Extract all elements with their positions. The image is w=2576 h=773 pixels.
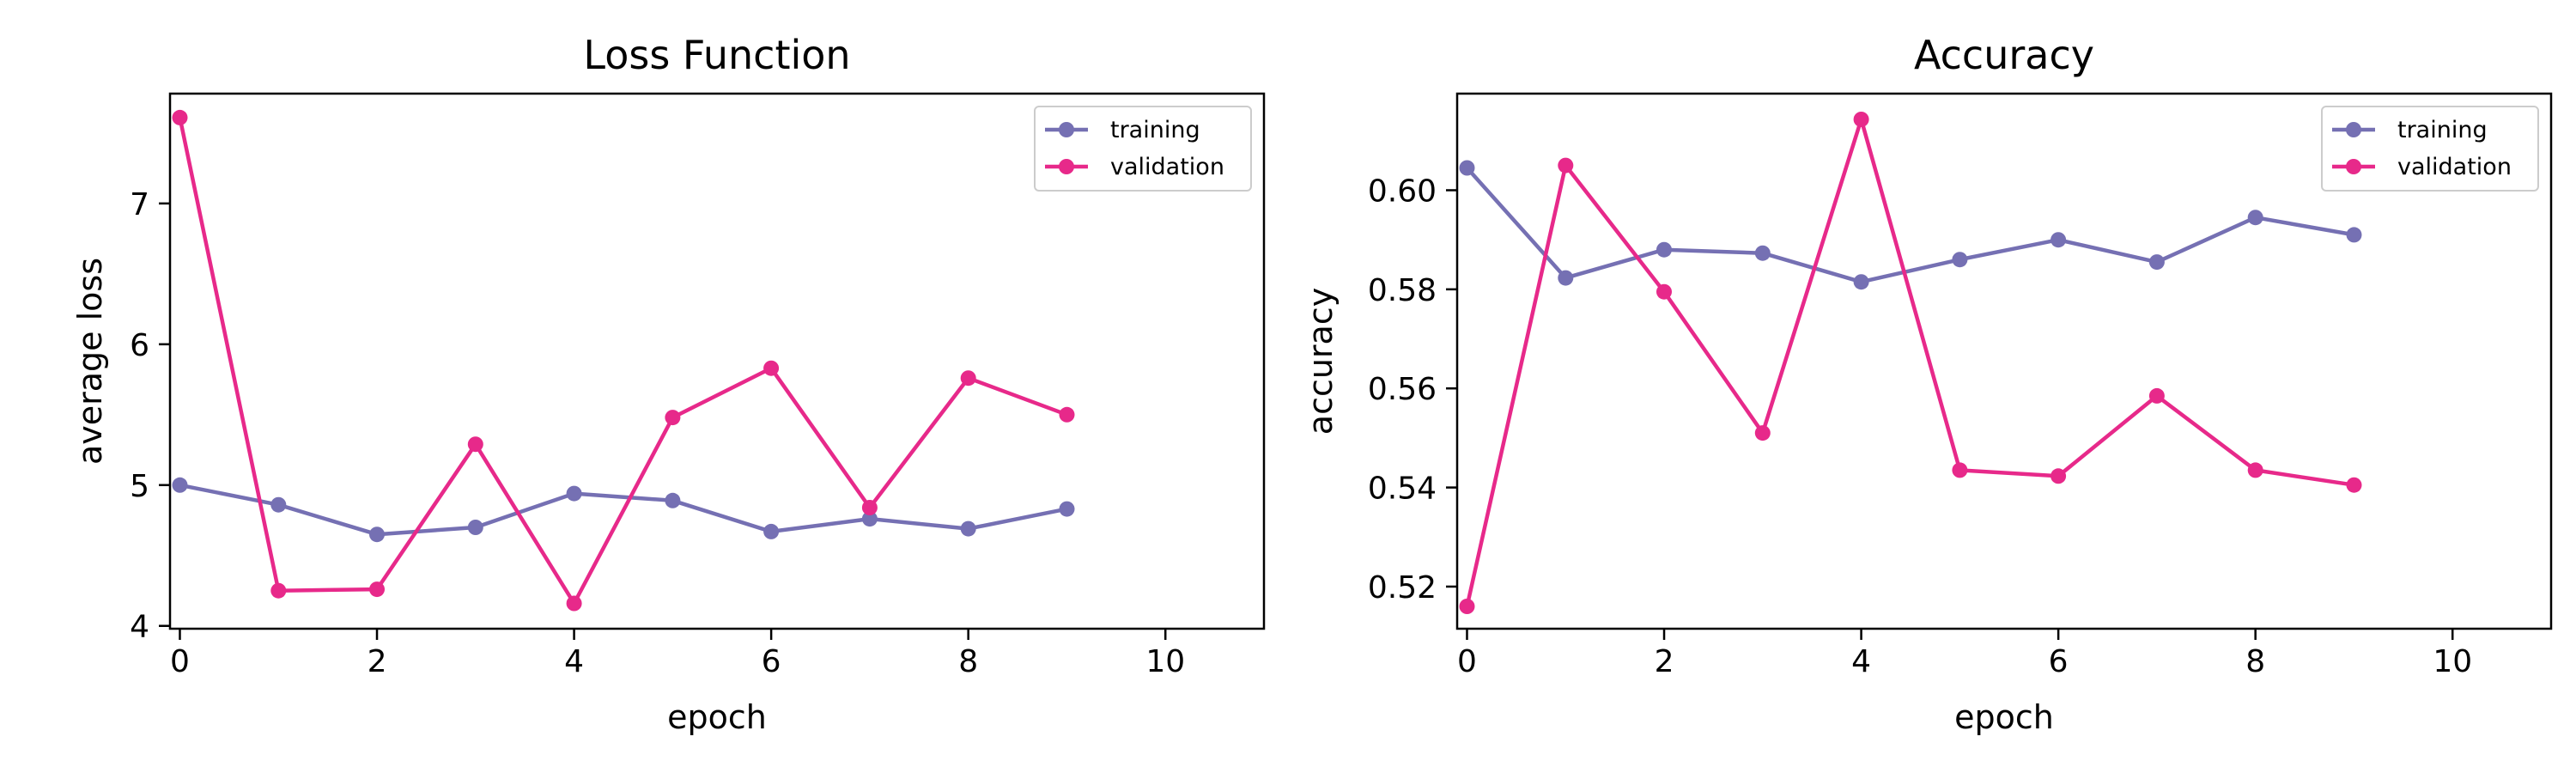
x-tick-label: 10 bbox=[1145, 644, 1185, 679]
legend-marker-validation bbox=[2346, 159, 2361, 174]
series-line-validation bbox=[1465, 117, 2354, 607]
x-tick-label: 10 bbox=[2433, 644, 2472, 679]
data-point-training bbox=[1558, 270, 1574, 286]
y-tick-label: 5 bbox=[130, 469, 149, 504]
data-point-training bbox=[1459, 160, 1475, 176]
data-point-training bbox=[763, 523, 780, 539]
y-tick-label: 0.56 bbox=[1368, 372, 1437, 407]
data-point-training bbox=[467, 520, 483, 535]
x-tick-label: 6 bbox=[2049, 644, 2069, 679]
data-point-training bbox=[1952, 252, 1968, 268]
data-point-validation bbox=[2148, 387, 2165, 404]
data-point-training bbox=[960, 520, 976, 537]
y-tick-label: 0.54 bbox=[1368, 472, 1437, 507]
data-point-validation bbox=[665, 410, 681, 426]
data-point-training bbox=[1059, 501, 1075, 517]
x-tick-label: 2 bbox=[368, 644, 387, 679]
y-tick-label: 6 bbox=[130, 328, 149, 363]
data-point-training bbox=[2050, 232, 2067, 248]
legend-box bbox=[2321, 106, 2539, 192]
series-line-validation bbox=[178, 117, 1068, 606]
data-point-training bbox=[1853, 274, 1869, 290]
y-axis-label: average loss bbox=[71, 258, 109, 465]
data-point-validation bbox=[1754, 425, 1771, 441]
chart-title: Loss Function bbox=[583, 32, 850, 78]
data-point-training bbox=[1656, 241, 1672, 258]
loss-chart-panel: Loss Function epoch average loss 0 2 4 6 8 10… bbox=[71, 32, 1266, 736]
x-tick-label: 2 bbox=[1655, 644, 1674, 679]
data-point-validation bbox=[1558, 157, 1574, 173]
x-tick-label: 6 bbox=[762, 644, 781, 679]
legend: training validation bbox=[2321, 106, 2539, 192]
legend-label-training: training bbox=[1110, 117, 1200, 143]
legend-box bbox=[1034, 106, 1252, 192]
data-point-training bbox=[2247, 210, 2263, 226]
data-point-training bbox=[665, 492, 681, 508]
data-point-validation bbox=[172, 109, 188, 125]
y-tick-label: 0.58 bbox=[1368, 273, 1437, 308]
data-point-training bbox=[566, 485, 582, 502]
y-axis-label: accuracy bbox=[1302, 288, 1340, 435]
data-point-training bbox=[270, 496, 287, 513]
data-point-validation bbox=[960, 370, 976, 386]
chart-title: Accuracy bbox=[1914, 32, 2094, 78]
x-axis-label: epoch bbox=[1954, 698, 2054, 736]
y-tick-label: 7 bbox=[130, 187, 149, 222]
legend-marker-training bbox=[1059, 122, 1074, 137]
data-point-validation bbox=[566, 595, 582, 612]
data-point-validation bbox=[2050, 468, 2067, 484]
x-tick-label: 8 bbox=[2245, 644, 2265, 679]
plot-frame bbox=[1455, 92, 2553, 630]
data-point-training bbox=[369, 526, 385, 543]
data-point-validation bbox=[763, 360, 780, 376]
data-point-validation bbox=[467, 436, 483, 453]
data-point-training bbox=[861, 511, 878, 527]
series-line-training bbox=[1465, 166, 2354, 284]
x-tick-label: 0 bbox=[170, 644, 190, 679]
data-point-validation bbox=[270, 582, 287, 599]
data-point-validation bbox=[2346, 477, 2362, 493]
data-point-training bbox=[1754, 245, 1771, 261]
data-point-validation bbox=[1059, 406, 1075, 423]
data-point-validation bbox=[861, 500, 878, 515]
legend-marker-validation bbox=[1059, 159, 1074, 174]
legend-label-validation: validation bbox=[2397, 154, 2512, 180]
data-point-training bbox=[172, 477, 188, 493]
plot-frame bbox=[168, 92, 1266, 630]
data-point-validation bbox=[1853, 112, 1869, 127]
x-axis-label: epoch bbox=[667, 698, 767, 736]
data-point-validation bbox=[1656, 283, 1672, 300]
legend-label-validation: validation bbox=[1110, 154, 1224, 180]
data-point-training bbox=[2346, 227, 2362, 243]
data-point-validation bbox=[1952, 462, 1968, 478]
x-tick-label: 8 bbox=[958, 644, 978, 679]
data-point-validation bbox=[1459, 599, 1475, 614]
y-tick-label: 4 bbox=[130, 610, 149, 645]
legend-label-training: training bbox=[2397, 117, 2488, 143]
x-tick-label: 0 bbox=[1457, 644, 1477, 679]
data-point-validation bbox=[369, 581, 385, 598]
legend: training validation bbox=[1034, 106, 1252, 192]
accuracy-chart-panel: Accuracy epoch accuracy 0 2 4 6 8 10 0.52 0.54 0… bbox=[1302, 32, 2553, 736]
y-tick-label: 0.52 bbox=[1368, 570, 1437, 606]
x-tick-label: 4 bbox=[1851, 644, 1871, 679]
series-line-training bbox=[179, 483, 1067, 537]
data-point-training bbox=[2148, 254, 2165, 271]
data-point-validation bbox=[2247, 462, 2263, 478]
y-tick-label: 0.60 bbox=[1368, 173, 1437, 209]
x-tick-label: 4 bbox=[564, 644, 584, 679]
legend-marker-training bbox=[2346, 122, 2361, 137]
